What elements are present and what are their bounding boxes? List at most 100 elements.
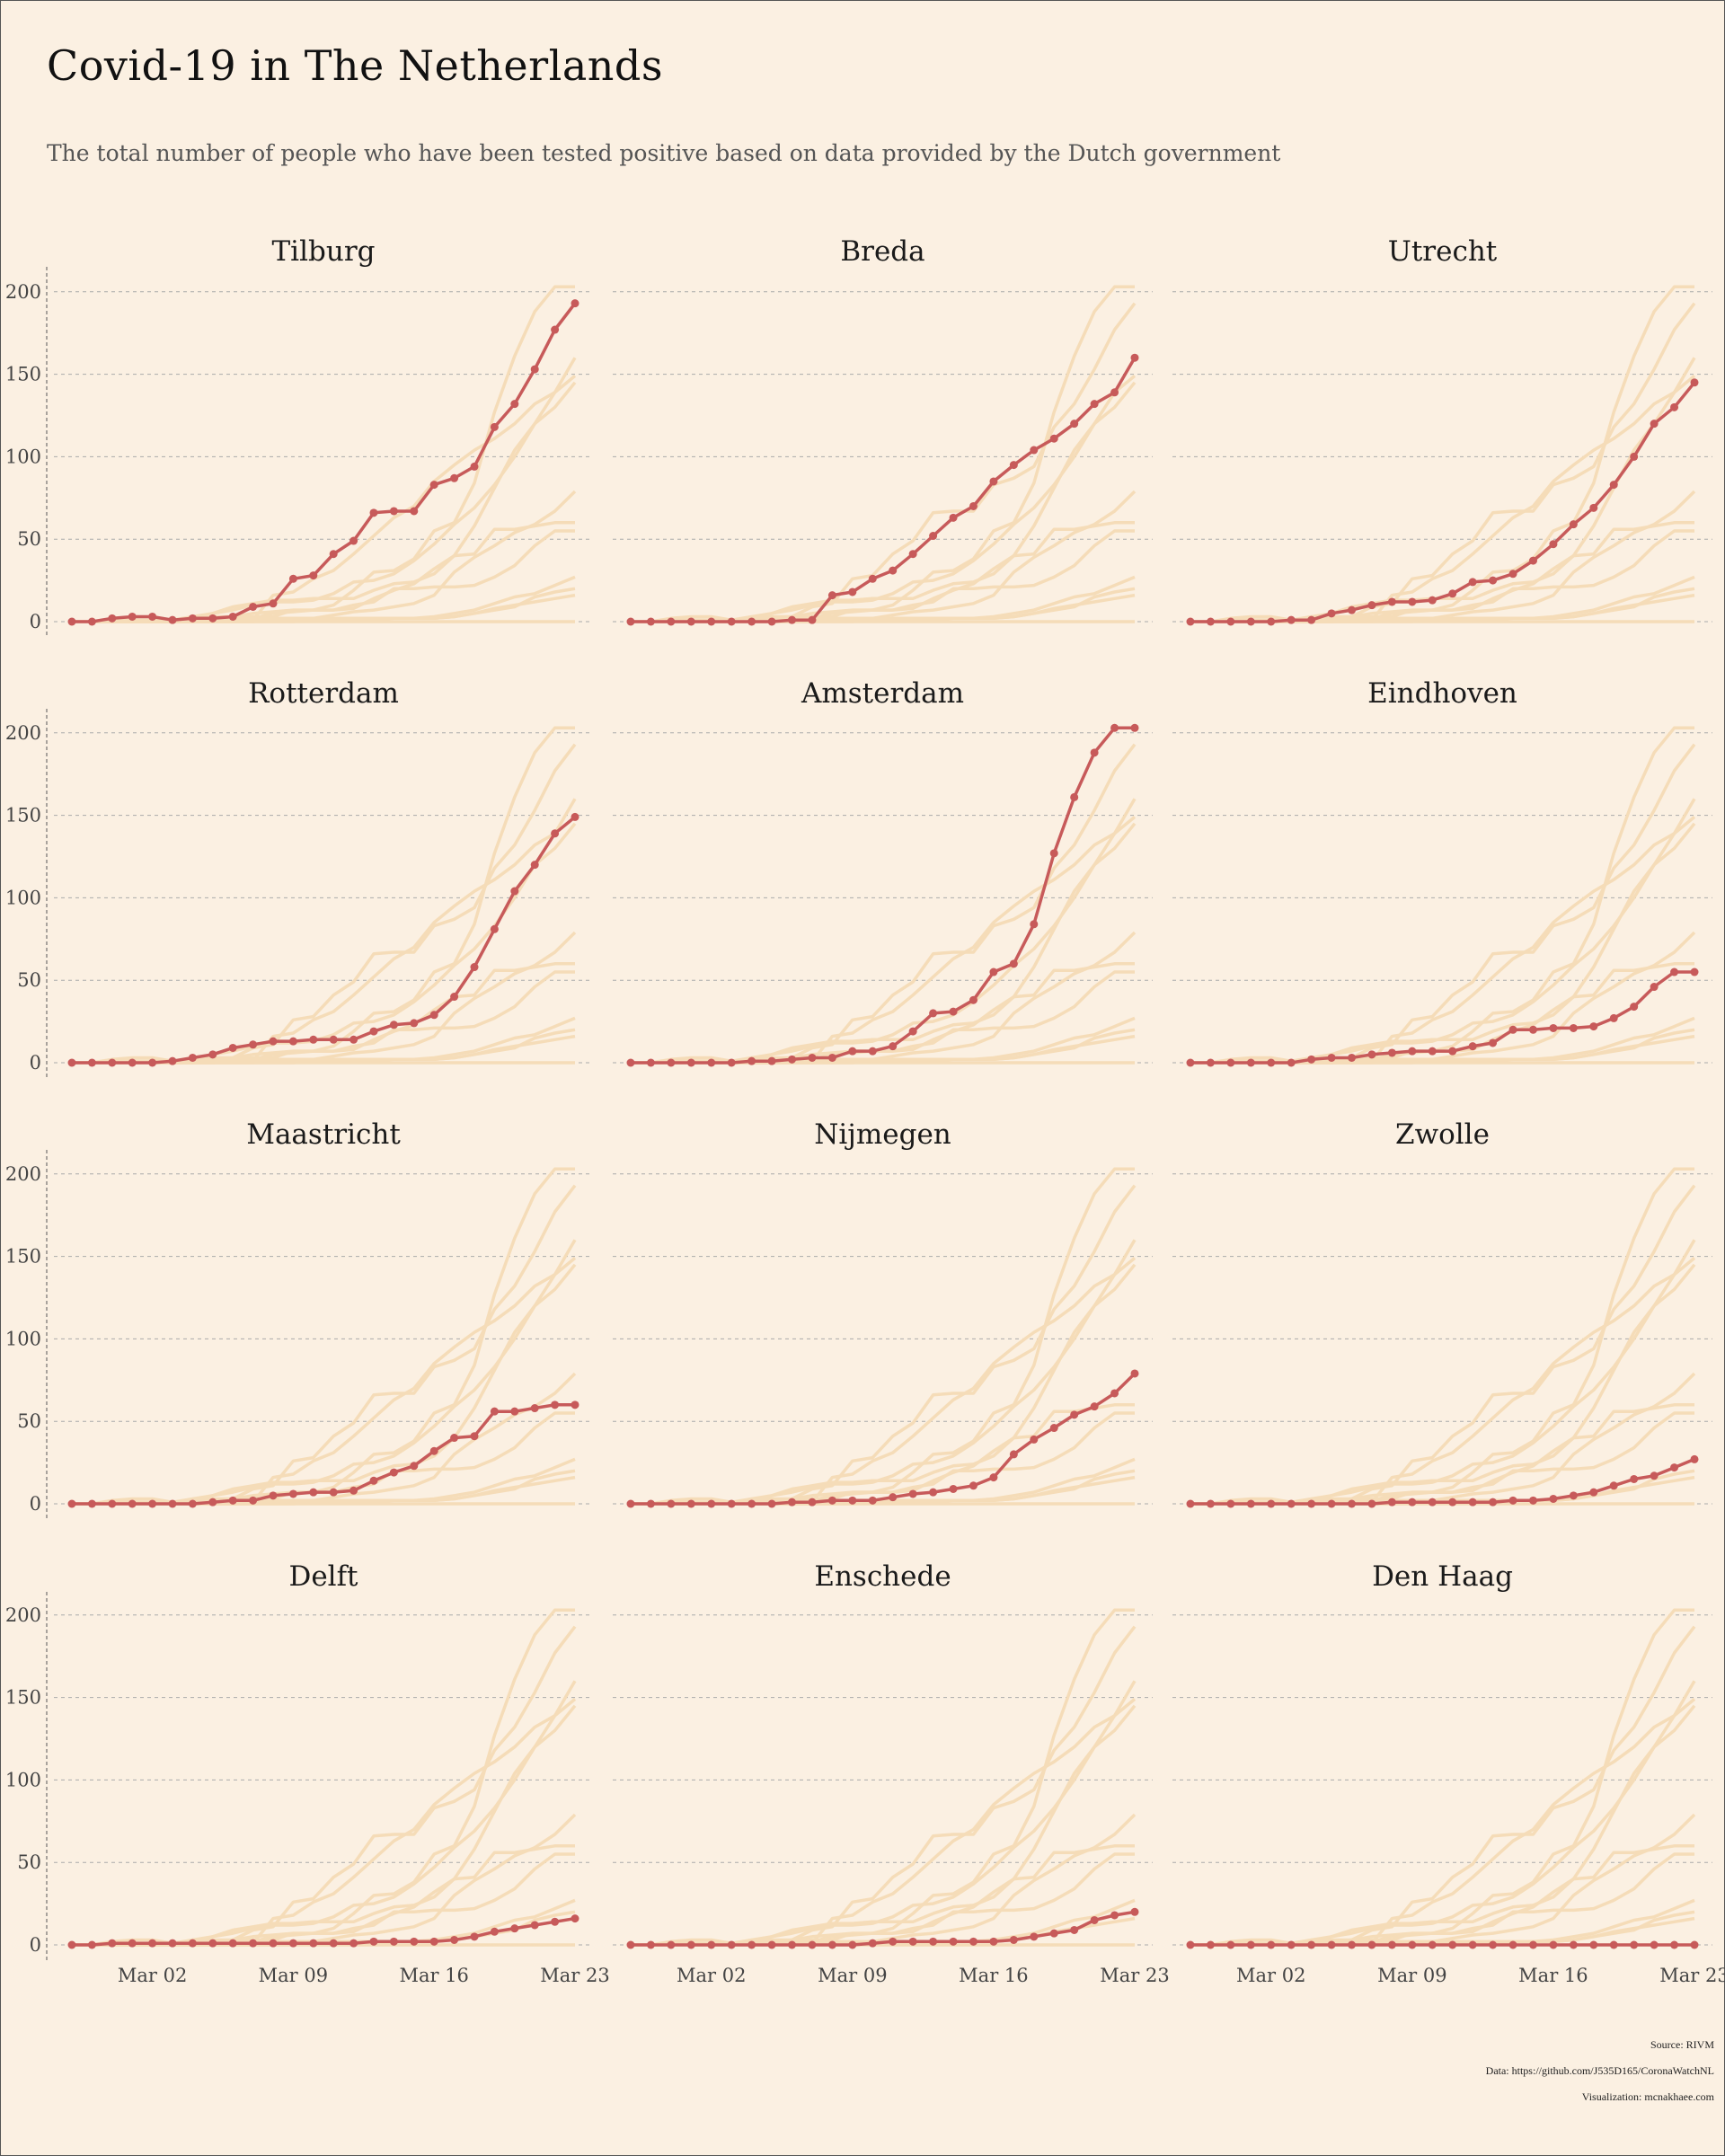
context-line-utrecht — [631, 1263, 1137, 1506]
data-point — [969, 1937, 978, 1946]
data-point — [788, 1498, 797, 1507]
data-point — [1070, 792, 1079, 801]
data-point — [949, 1937, 958, 1946]
data-point — [148, 1939, 157, 1948]
data-point — [1009, 1935, 1018, 1944]
data-point — [949, 1484, 958, 1493]
footer-data-link: Data: https://github.com/J535D165/Corona… — [1485, 2064, 1714, 2077]
data-point — [1348, 1499, 1357, 1508]
data-point — [188, 1499, 197, 1508]
highlight-line — [631, 726, 1135, 1065]
data-point — [1327, 1940, 1336, 1949]
panel-title: Nijmegen — [814, 1118, 951, 1151]
data-point — [1307, 1055, 1316, 1064]
data-point — [530, 1921, 539, 1930]
data-point — [707, 617, 716, 626]
y-tick-label: 100 — [5, 887, 41, 908]
data-point — [288, 1939, 297, 1948]
data-point — [707, 1940, 716, 1949]
data-point — [1609, 1940, 1618, 1949]
panel-utrecht: Utrecht — [1172, 235, 1712, 626]
data-point — [309, 1488, 318, 1497]
data-point — [1428, 596, 1437, 605]
y-tick-label: 50 — [17, 528, 41, 550]
y-tick-label: 100 — [5, 1328, 41, 1349]
data-point — [1267, 1940, 1276, 1949]
data-point — [1267, 617, 1276, 626]
data-point — [1186, 617, 1195, 626]
data-point — [929, 532, 938, 541]
data-point — [788, 615, 797, 624]
data-point — [989, 1937, 998, 1946]
data-point — [410, 1462, 419, 1471]
data-point — [1090, 1402, 1099, 1411]
data-point — [889, 1493, 898, 1502]
data-point — [1186, 1499, 1195, 1508]
data-point — [1049, 849, 1058, 858]
context-line-rotterdam — [631, 375, 1137, 623]
data-point — [989, 1473, 998, 1482]
data-point — [389, 1021, 398, 1029]
data-point — [1569, 1940, 1578, 1949]
context-line-utrecht — [631, 1704, 1137, 1947]
data-point — [848, 1047, 857, 1056]
data-point — [1307, 615, 1316, 624]
chart-title: Covid-19 in The Netherlands — [47, 41, 663, 90]
panel-delft: 0 50 100 150 200 Delft Mar 02 Mar 09 Mar 16 Mar 2… — [5, 1560, 610, 1986]
data-point — [530, 365, 539, 374]
data-point — [571, 299, 579, 308]
data-point — [470, 963, 479, 972]
data-point — [530, 1404, 539, 1413]
data-point — [827, 591, 836, 600]
data-point — [1110, 1389, 1119, 1398]
panel-breda: Breda — [613, 235, 1153, 626]
data-point — [1630, 1474, 1639, 1483]
data-point — [788, 1055, 797, 1064]
data-point — [1670, 1463, 1679, 1472]
data-point — [868, 1047, 877, 1056]
data-point — [848, 1940, 857, 1949]
context-line-amsterdam — [1190, 1608, 1694, 1947]
data-point — [1130, 353, 1139, 362]
data-point — [889, 1042, 898, 1051]
x-tick-label: Mar 09 — [1377, 1965, 1446, 1986]
context-line-rotterdam — [1190, 1257, 1696, 1506]
data-point — [949, 513, 958, 522]
data-point — [667, 1940, 676, 1949]
data-point — [1226, 1940, 1235, 1949]
data-point — [848, 1496, 857, 1505]
panel-title: Enschede — [814, 1560, 951, 1593]
context-line-utrecht — [631, 822, 1137, 1065]
data-point — [450, 1434, 459, 1443]
data-point — [1690, 1454, 1699, 1463]
data-point — [1630, 452, 1639, 461]
context-line-rotterdam — [1190, 1698, 1696, 1947]
data-point — [108, 1058, 117, 1067]
data-point — [1206, 1499, 1215, 1508]
data-point — [1630, 1940, 1639, 1949]
data-point — [551, 829, 560, 838]
data-point — [1226, 1058, 1235, 1067]
data-point — [1009, 959, 1018, 968]
data-point — [1428, 1047, 1437, 1056]
data-point — [168, 1499, 177, 1508]
data-point — [1090, 748, 1099, 757]
y-tick-label: 50 — [17, 1851, 41, 1873]
y-tick-label: 200 — [5, 722, 41, 744]
data-point — [667, 1058, 676, 1067]
data-point — [646, 1058, 655, 1067]
data-point — [329, 1488, 338, 1497]
data-point — [249, 602, 258, 611]
data-point — [309, 1035, 318, 1044]
data-point — [1690, 1940, 1699, 1949]
data-point — [1110, 1911, 1119, 1920]
panel-nijmegen: Nijmegen — [613, 1118, 1153, 1508]
data-point — [969, 1481, 978, 1490]
context-line-utrecht — [1190, 1263, 1696, 1506]
data-point — [1528, 556, 1537, 565]
panel-title: Den Haag — [1372, 1560, 1513, 1593]
data-point — [1049, 1929, 1058, 1938]
panel-title: Zwolle — [1395, 1118, 1490, 1151]
panel-tilburg: 0 50 100 150 200 Tilburg — [5, 235, 593, 638]
data-point — [989, 477, 998, 486]
